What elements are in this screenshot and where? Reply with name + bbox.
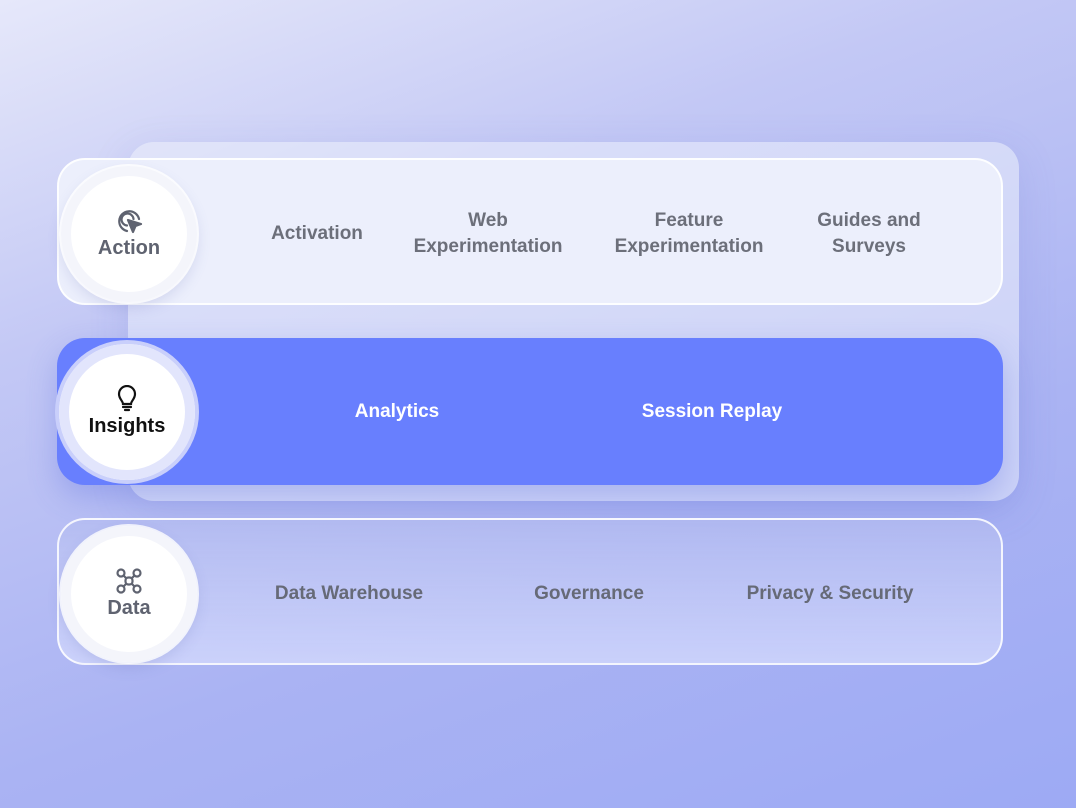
item-activation[interactable]: Activation	[271, 222, 363, 244]
action-badge[interactable]: Action	[59, 160, 199, 307]
row-insights[interactable]: Insights Analytics Session Replay	[57, 338, 1003, 485]
item-data-warehouse[interactable]: Data Warehouse	[274, 582, 424, 604]
item-privacy-security[interactable]: Privacy & Security	[746, 582, 914, 604]
lightbulb-icon	[117, 385, 137, 412]
cursor-click-icon	[118, 210, 143, 234]
data-badge[interactable]: Data	[59, 520, 199, 667]
item-guides-and-surveys[interactable]: Guides and Surveys	[817, 209, 921, 257]
insights-badge[interactable]: Insights	[57, 338, 197, 485]
data-label: Data	[107, 597, 151, 619]
row-data[interactable]: Data Data Warehouse Governance Privacy &…	[57, 518, 1003, 665]
item-session-replay[interactable]: Session Replay	[641, 400, 783, 422]
row-action[interactable]: Action Activation Web Experimentation Fe…	[57, 158, 1003, 305]
item-web-experimentation[interactable]: Web Experimentation	[413, 209, 563, 257]
insights-label: Insights	[88, 415, 166, 437]
item-feature-experimentation[interactable]: Feature Experimentation	[614, 209, 764, 257]
action-label: Action	[97, 237, 161, 259]
nodes-icon	[116, 568, 142, 594]
item-analytics[interactable]: Analytics	[354, 400, 440, 422]
item-governance[interactable]: Governance	[534, 582, 644, 604]
